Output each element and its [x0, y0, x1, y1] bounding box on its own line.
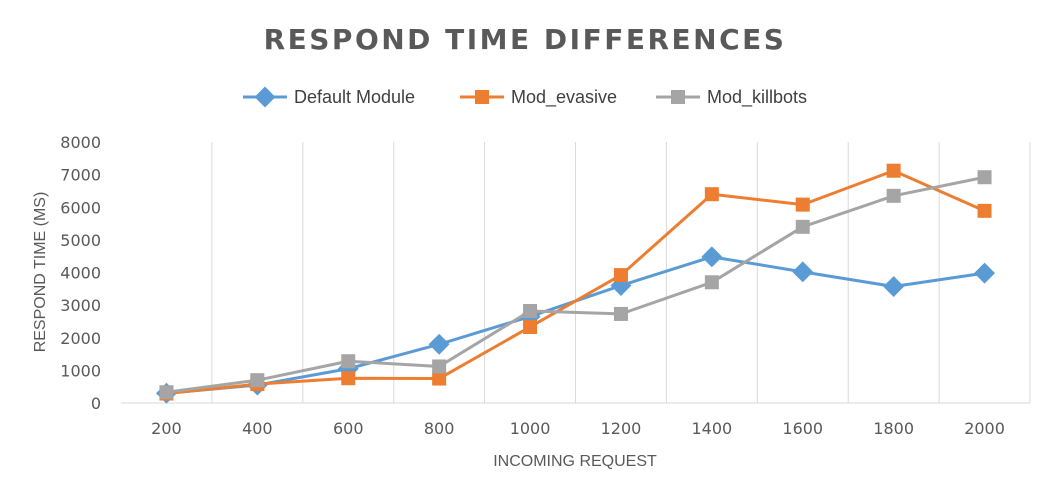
data-point [428, 333, 450, 355]
series-layer [155, 163, 996, 404]
y-axis: 0 1000 2000 3000 4000 5000 6000 7000 8000 [60, 133, 101, 413]
legend-item: Mod_evasive [460, 87, 617, 108]
series-mod-killbots [159, 170, 992, 400]
legend-label: Mod_evasive [511, 87, 617, 108]
data-point [432, 359, 447, 374]
legend-marker [475, 90, 489, 104]
data-point [886, 163, 901, 178]
series-mod-evasive [159, 163, 992, 401]
x-tick-label: 1000 [510, 419, 551, 438]
data-point [704, 275, 719, 290]
x-tick-label: 1600 [782, 419, 823, 438]
data-point [250, 373, 265, 388]
x-tick-label: 600 [333, 419, 364, 438]
y-tick-label: 2000 [60, 329, 101, 348]
y-tick-label: 8000 [60, 133, 101, 152]
x-tick-label: 1800 [873, 419, 914, 438]
data-point [341, 371, 356, 386]
y-tick-label: 4000 [60, 264, 101, 283]
x-tick-label: 2000 [964, 419, 1005, 438]
legend: Default Module Mod_evasive Mod_killbots [243, 86, 807, 108]
data-point [795, 197, 810, 212]
x-tick-label: 800 [424, 419, 455, 438]
data-point [883, 276, 905, 297]
legend-label: Mod_killbots [707, 87, 807, 108]
legend-item: Mod_killbots [656, 87, 807, 108]
data-point [523, 303, 538, 318]
x-tick-label: 1200 [601, 419, 642, 438]
data-point [886, 188, 901, 203]
x-axis-title: INCOMING REQUEST [493, 453, 657, 470]
legend-marker [671, 90, 685, 104]
legend-item: Default Module [243, 86, 415, 108]
y-tick-label: 6000 [60, 198, 101, 217]
x-tick-label: 200 [151, 419, 182, 438]
data-point [613, 268, 628, 283]
y-tick-label: 5000 [60, 231, 101, 250]
data-point [523, 319, 538, 334]
x-axis: 200 400 600 800 1000 1200 1400 1600 1800 2000 [151, 419, 1005, 438]
y-tick-label: 1000 [60, 361, 101, 380]
data-point [977, 170, 992, 185]
x-tick-label: 400 [242, 419, 273, 438]
legend-marker [254, 86, 276, 108]
data-point [974, 262, 996, 284]
chart-title: RESPOND TIME DIFFERENCES [264, 23, 787, 56]
data-point [159, 385, 174, 400]
grid [121, 142, 1031, 404]
y-tick-label: 0 [91, 394, 101, 413]
data-point [432, 371, 447, 386]
y-tick-label: 3000 [60, 296, 101, 315]
data-point [795, 219, 810, 234]
data-point [613, 306, 628, 321]
data-point [341, 354, 356, 369]
data-point [792, 261, 814, 283]
y-axis-title: RESPOND TIME (MS) [32, 192, 49, 353]
series-line [166, 175, 985, 394]
data-point [704, 187, 719, 202]
series-line [166, 169, 986, 396]
data-point [701, 246, 723, 268]
x-tick-label: 1400 [691, 419, 732, 438]
legend-label: Default Module [294, 87, 415, 107]
y-tick-label: 7000 [60, 166, 101, 185]
data-point [977, 203, 992, 218]
